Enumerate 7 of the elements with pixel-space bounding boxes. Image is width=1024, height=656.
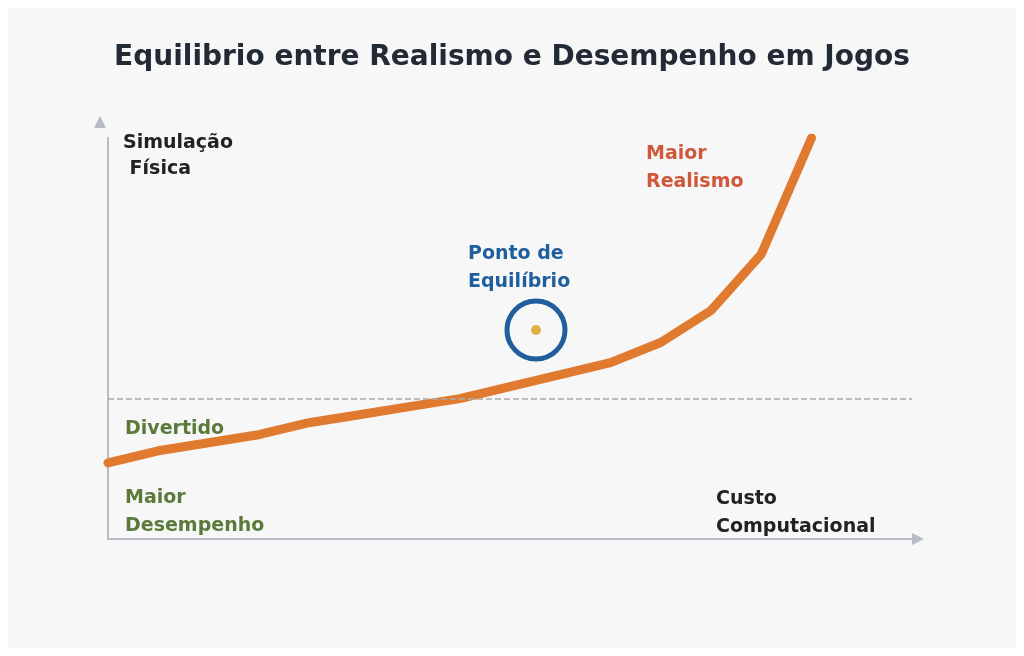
y-axis-title: Simulação Física (123, 130, 233, 178)
annotation: Maior Realismo (646, 141, 744, 191)
annotation: Divertido (125, 416, 225, 438)
annotation: Maior Desempenho (125, 485, 265, 535)
x-axis-title: Custo Computacional (716, 486, 876, 536)
annotation: Ponto de Equilíbrio (468, 241, 571, 291)
chart-title: Equilibrio entre Realismo e Desempenho em Jogos (114, 38, 910, 72)
